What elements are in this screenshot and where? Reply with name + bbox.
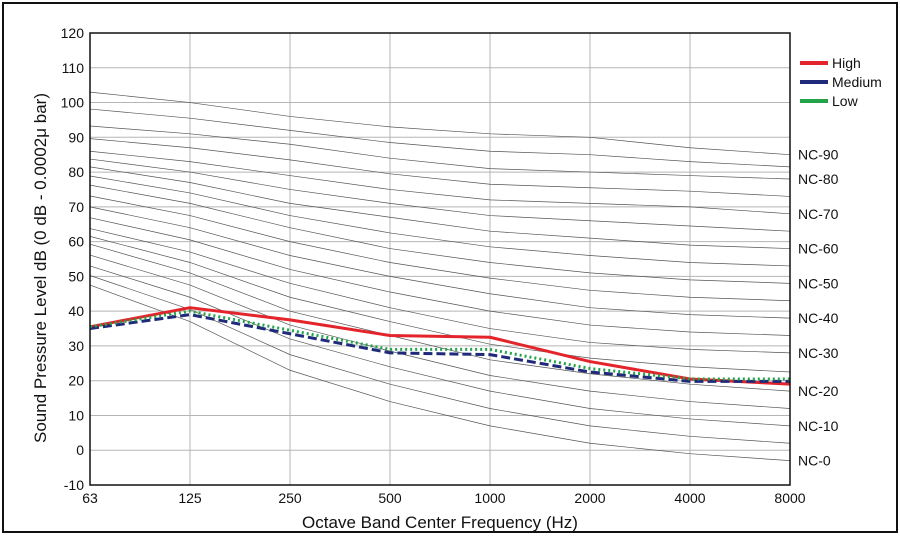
series-line-low (89, 309, 790, 381)
nc-curve-label: NC-20 (798, 383, 839, 399)
y-tick-label: 80 (68, 164, 84, 180)
y-tick-label: 100 (61, 95, 85, 111)
series-line-medium (89, 313, 790, 383)
y-tick-label: 50 (68, 268, 84, 284)
y-tick-label: 90 (68, 129, 84, 145)
nc-labels: NC-90 NC-80 NC-70 NC-60 NC-50 NC-40 NC-30 NC-20… (798, 147, 839, 469)
nc-curve (89, 284, 791, 462)
y-tick-label: 110 (62, 60, 85, 76)
nc-curve (89, 175, 791, 267)
nc-curve (89, 195, 791, 302)
chart-frame (2, 2, 898, 533)
data-series (89, 306, 791, 386)
x-tick-label: 1000 (474, 490, 505, 506)
y-tick-label: 120 (61, 25, 85, 41)
y-tick-label: 40 (68, 303, 84, 319)
y-tick-label: 0 (76, 442, 84, 458)
nc-curve-label: NC-70 (798, 206, 839, 222)
nc-curve (89, 138, 791, 197)
x-tick-label: 2000 (574, 490, 605, 506)
legend: High Medium Low (800, 55, 882, 109)
nc-curve (89, 108, 791, 168)
nc-curve (89, 254, 791, 409)
legend-label: High (832, 55, 861, 71)
y-tick-label: 20 (68, 373, 84, 389)
nc-curve (89, 265, 791, 427)
nc-curve (89, 91, 791, 156)
nc-curve (89, 206, 791, 319)
y-tick-label: 30 (68, 338, 84, 354)
x-tick-label: 63 (82, 490, 98, 506)
nc-curve-label: NC-30 (798, 345, 839, 361)
nc-curve-label: NC-50 (798, 275, 839, 291)
x-axis-ticks: 63 125 250 500 1000 2000 4000 8000 (82, 490, 806, 506)
nc-curve (89, 228, 791, 354)
y-tick-label: 10 (68, 407, 84, 423)
nc-curve (89, 158, 791, 232)
x-tick-label: 8000 (774, 490, 805, 506)
nc-curve-label: NC-80 (798, 171, 839, 187)
y-tick-label: -10 (64, 477, 84, 493)
x-axis-title: Octave Band Center Frequency (Hz) (302, 513, 578, 532)
y-axis-ticks: -10 0 10 20 30 40 50 60 70 80 90 100 110 120 (61, 25, 85, 493)
x-tick-label: 125 (178, 490, 202, 506)
y-tick-label: 70 (68, 199, 84, 215)
x-tick-label: 500 (378, 490, 402, 506)
nc-curve (89, 125, 791, 180)
nc-curve (89, 184, 791, 284)
nc-curve-label: NC-10 (798, 418, 839, 434)
plot-area (89, 32, 791, 486)
y-axis-title: Sound Pressure Level dB (0 dB - 0.0002μ … (31, 93, 50, 443)
nc-curve-label: NC-90 (798, 147, 839, 163)
x-tick-label: 4000 (674, 490, 705, 506)
legend-label: Medium (832, 74, 882, 90)
nc-curve (89, 236, 791, 373)
nc-curve (89, 243, 791, 392)
nc-curve-label: NC-60 (798, 241, 839, 257)
x-tick-label: 250 (278, 490, 302, 506)
nc-curve (89, 166, 791, 249)
legend-label: Low (832, 93, 859, 109)
nc-curve (89, 150, 791, 215)
y-tick-label: 60 (68, 234, 84, 250)
nc-curve-label: NC-0 (798, 453, 831, 469)
nc-curve (89, 217, 791, 336)
nc-curve-label: NC-40 (798, 310, 839, 326)
